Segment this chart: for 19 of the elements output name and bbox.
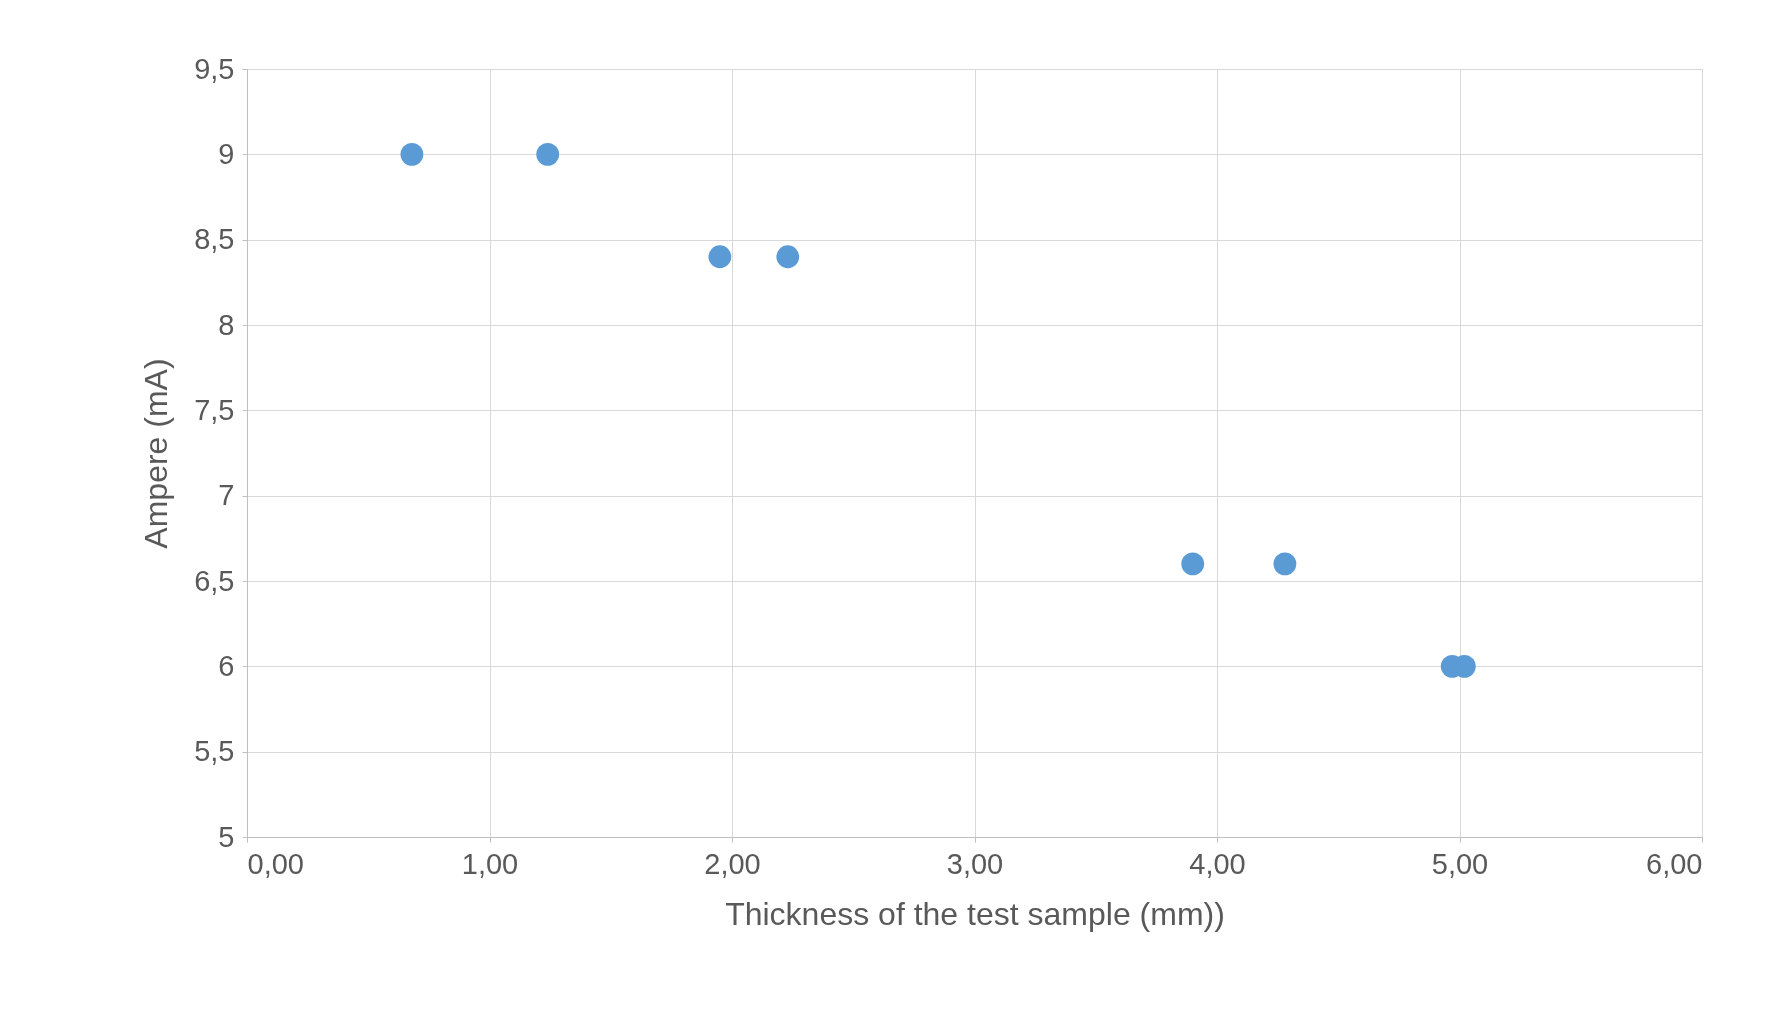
x-tick-label: 0,00 xyxy=(247,847,304,880)
y-tick-label: 7 xyxy=(218,479,235,512)
x-tick-label: 6,00 xyxy=(1646,847,1703,880)
x-axis-title: Thickness of the test sample (mm)) xyxy=(725,895,1225,932)
y-tick-label: 9 xyxy=(218,137,235,170)
x-tick-label: 3,00 xyxy=(946,847,1004,880)
y-tick-label: 5 xyxy=(218,820,235,853)
y-tick-label: 8,5 xyxy=(194,223,235,256)
x-tick-label: 5,00 xyxy=(1431,847,1489,880)
y-tick-label: 9,5 xyxy=(194,52,235,85)
y-tick-label: 5,5 xyxy=(194,735,235,768)
y-tick-label: 6,5 xyxy=(194,564,235,597)
x-tick-label: 4,00 xyxy=(1189,847,1246,880)
y-tick-label: 6 xyxy=(218,649,235,682)
x-tick-label: 2,00 xyxy=(704,847,761,880)
y-axis-title: Ampere (mA) xyxy=(138,358,175,549)
y-tick-label: 8 xyxy=(218,308,235,341)
y-tick-label: 7,5 xyxy=(194,393,235,426)
x-tick-label: 1,00 xyxy=(461,847,519,880)
